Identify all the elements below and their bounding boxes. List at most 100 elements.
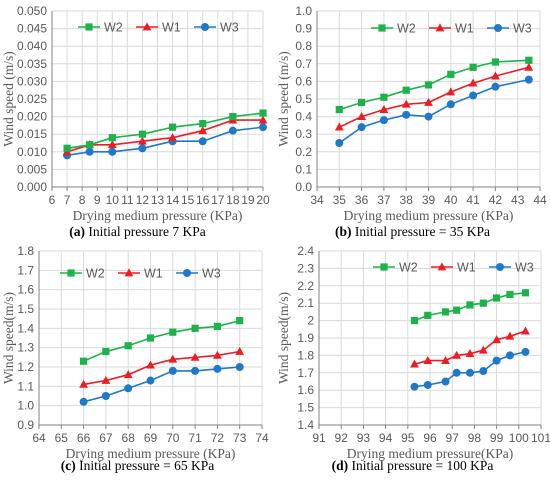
- chart-c-ytick-label: 0.9: [17, 418, 34, 432]
- chart-d-point-w1: [452, 350, 462, 359]
- chart-a-ytick-label: 0.030: [17, 74, 47, 88]
- chart-c-ytick-label: 1.3: [17, 341, 34, 355]
- chart-b-point-w2: [380, 93, 388, 101]
- chart-b-point-w1: [357, 112, 366, 120]
- chart-a-ytick-label: 0.045: [17, 22, 47, 36]
- chart-c-point-w2: [169, 328, 177, 336]
- chart-b-xtick-label: 40: [444, 193, 458, 207]
- chart-d-legend-marker-w1: [437, 262, 447, 271]
- chart-a-xtick-label: 12: [136, 193, 150, 207]
- chart-a-point-w1: [258, 115, 268, 124]
- chart-b: 0.0 0.1 0.2 0.3 0.4 0.5 0.6 0.7 0.8 0.9 1.0 34 35 36 3…: [276, 4, 547, 223]
- chart-d-point-w3: [465, 368, 474, 377]
- chart-d-ytick-label: 1.7: [297, 366, 314, 380]
- chart-c-xtick-label: 68: [122, 431, 136, 445]
- chart-d-point-w3: [441, 377, 450, 386]
- chart-a-xtick-label: 18: [226, 193, 240, 207]
- chart-b-xtick-label: 37: [377, 193, 391, 207]
- chart-b-legend-label-w2: W2: [397, 22, 416, 36]
- chart-c-xtick-label: 70: [166, 431, 180, 445]
- chart-c-series-line-w2: [83, 319, 240, 362]
- chart-b-point-w3: [357, 123, 366, 132]
- chart-a-point-w1: [138, 136, 147, 145]
- chart-c-point-w2: [124, 342, 132, 350]
- chart-a-xtick-label: 9: [94, 193, 101, 207]
- chart-a-point-w3: [108, 147, 117, 156]
- chart-b-point-w3: [524, 75, 533, 84]
- chart-c-series-line-w1: [83, 350, 240, 386]
- chart-b-point-w1: [446, 87, 456, 96]
- chart-a-point-w3: [85, 147, 94, 156]
- chart-c-legend-label-w2: W2: [86, 267, 105, 281]
- chart-c-point-w3: [235, 363, 244, 371]
- chart-panel-b: 0.0 0.1 0.2 0.3 0.4 0.5 0.6 0.7 0.8 0.9 1.0 34 35 36 3…: [275, 0, 550, 240]
- chart-b-point-w2: [358, 98, 366, 107]
- chart-a-series-line-w2: [66, 112, 264, 150]
- chart-b-ytick-label: 0.7: [295, 57, 312, 71]
- chart-c-ytick-label: 1.6: [17, 283, 34, 297]
- chart-panel-d: 1.4 1.5 1.6 1.7 1.8 1.9 2 2.1 2.2 2.3 2.4 91 92 93 94 9…: [275, 240, 550, 480]
- chart-c-ytick-label: 1.7: [17, 263, 34, 277]
- chart-c-point-w2: [213, 322, 221, 330]
- chart-c-xtick-label: 66: [77, 431, 91, 445]
- chart-d-ytick-label: 2.1: [297, 296, 314, 310]
- chart-c-xtick-label: 65: [55, 431, 69, 445]
- chart-c: 0.9 1.0 1.1 1.2 1.3 1.4 1.5 1.6 1.7 1.8 64 65 66 67 68…: [1, 244, 269, 461]
- chart-d-point-w2: [453, 306, 461, 314]
- chart-b-x-axis-title: Drying medium pressure (KPa): [344, 208, 514, 223]
- chart-a-ytick-label: 0.010: [17, 145, 47, 159]
- chart-d-xtick-label: 91: [312, 431, 326, 445]
- chart-c-point-w1: [235, 346, 245, 355]
- chart-a-point-w2: [138, 130, 147, 138]
- chart-panel-a: 0.000 0.005 0.010 0.015 0.020 0.025 0.030 0.035…: [0, 0, 275, 240]
- chart-d-point-w3: [479, 367, 488, 376]
- caption-b-letter: (b): [335, 224, 352, 239]
- chart-b-ytick-label: 1.0: [295, 4, 312, 18]
- chart-b-ytick-label: 0.0: [295, 180, 312, 194]
- chart-a-point-w1: [168, 133, 177, 142]
- caption-b: (b) Initial pressure = 35 KPa: [275, 224, 550, 240]
- chart-d-ytick-label: 2.4: [297, 244, 314, 258]
- chart-d-point-w1: [478, 345, 488, 354]
- chart-b-point-w1: [468, 78, 478, 87]
- chart-b-ytick-label: 0.5: [295, 92, 312, 106]
- chart-c-point-w3: [124, 384, 133, 393]
- chart-d-xtick-label: 101: [531, 431, 550, 445]
- chart-a-xtick-label: 11: [121, 193, 134, 207]
- chart-c-legend-label-w1: W1: [144, 267, 163, 281]
- chart-b-ytick-label: 0.1: [295, 162, 312, 176]
- chart-a-y-axis-title: Wind speed (m/s): [1, 51, 16, 146]
- chart-a-point-w3: [228, 126, 237, 135]
- caption-c: (c) Initial pressure = 65 KPa: [0, 458, 275, 474]
- chart-c-point-w2: [102, 347, 110, 356]
- chart-a-point-w2: [108, 134, 116, 142]
- chart-a-ytick-label: 0.025: [17, 92, 47, 106]
- chart-b-xtick-label: 42: [489, 193, 503, 207]
- chart-d-point-w2: [479, 299, 487, 307]
- chart-a-legend-label-w3: W3: [220, 21, 239, 35]
- chart-c-point-w1: [168, 354, 178, 363]
- chart-a-ytick-label: 0.050: [17, 4, 47, 18]
- chart-b-point-w1: [334, 122, 344, 131]
- chart-b-ytick-label: 0.2: [295, 145, 312, 159]
- chart-b-xtick-label: 35: [333, 193, 347, 207]
- chart-d-point-w2: [493, 294, 501, 302]
- chart-a-x-axis-title: Drying medium pressure (KPa): [73, 208, 243, 223]
- chart-c-xtick-label: 71: [188, 431, 202, 445]
- chart-d-point-w1: [423, 356, 433, 365]
- chart-a-xtick-label: 6: [49, 193, 56, 207]
- chart-d-point-w1: [492, 335, 501, 344]
- caption-d-letter: (d): [331, 458, 349, 473]
- caption-b-text: Initial pressure = 35 KPa: [351, 224, 490, 239]
- chart-b-point-w3: [335, 139, 344, 147]
- chart-d-ytick-label: 2.2: [297, 279, 314, 293]
- chart-d-ytick-label: 2: [307, 314, 314, 328]
- chart-c-ytick-label: 1.1: [17, 379, 34, 393]
- caption-a-text: Initial pressure 7 KPa: [85, 224, 206, 239]
- chart-a-legend-marker-w3: [201, 23, 209, 31]
- chart-b-legend-marker-w3: [494, 24, 502, 32]
- chart-c-point-w2: [236, 317, 244, 325]
- chart-d-xtick-label: 92: [335, 431, 349, 445]
- chart-a-point-w3: [198, 137, 207, 146]
